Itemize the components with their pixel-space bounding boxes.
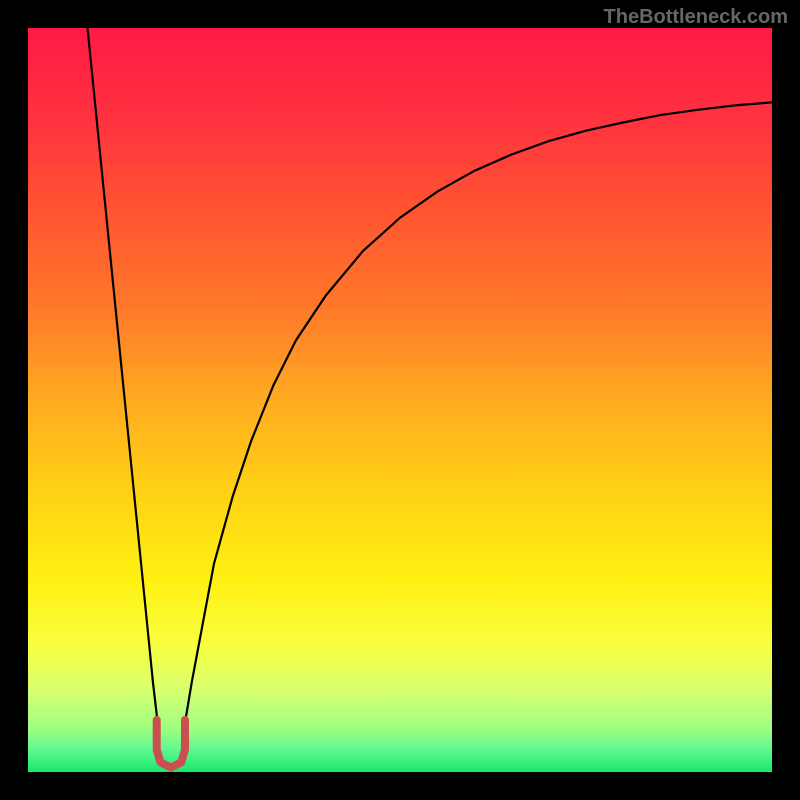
bottleneck-chart (28, 28, 772, 772)
chart-svg (28, 28, 772, 772)
watermark-text: TheBottleneck.com (604, 6, 788, 29)
gradient-background (28, 28, 772, 772)
